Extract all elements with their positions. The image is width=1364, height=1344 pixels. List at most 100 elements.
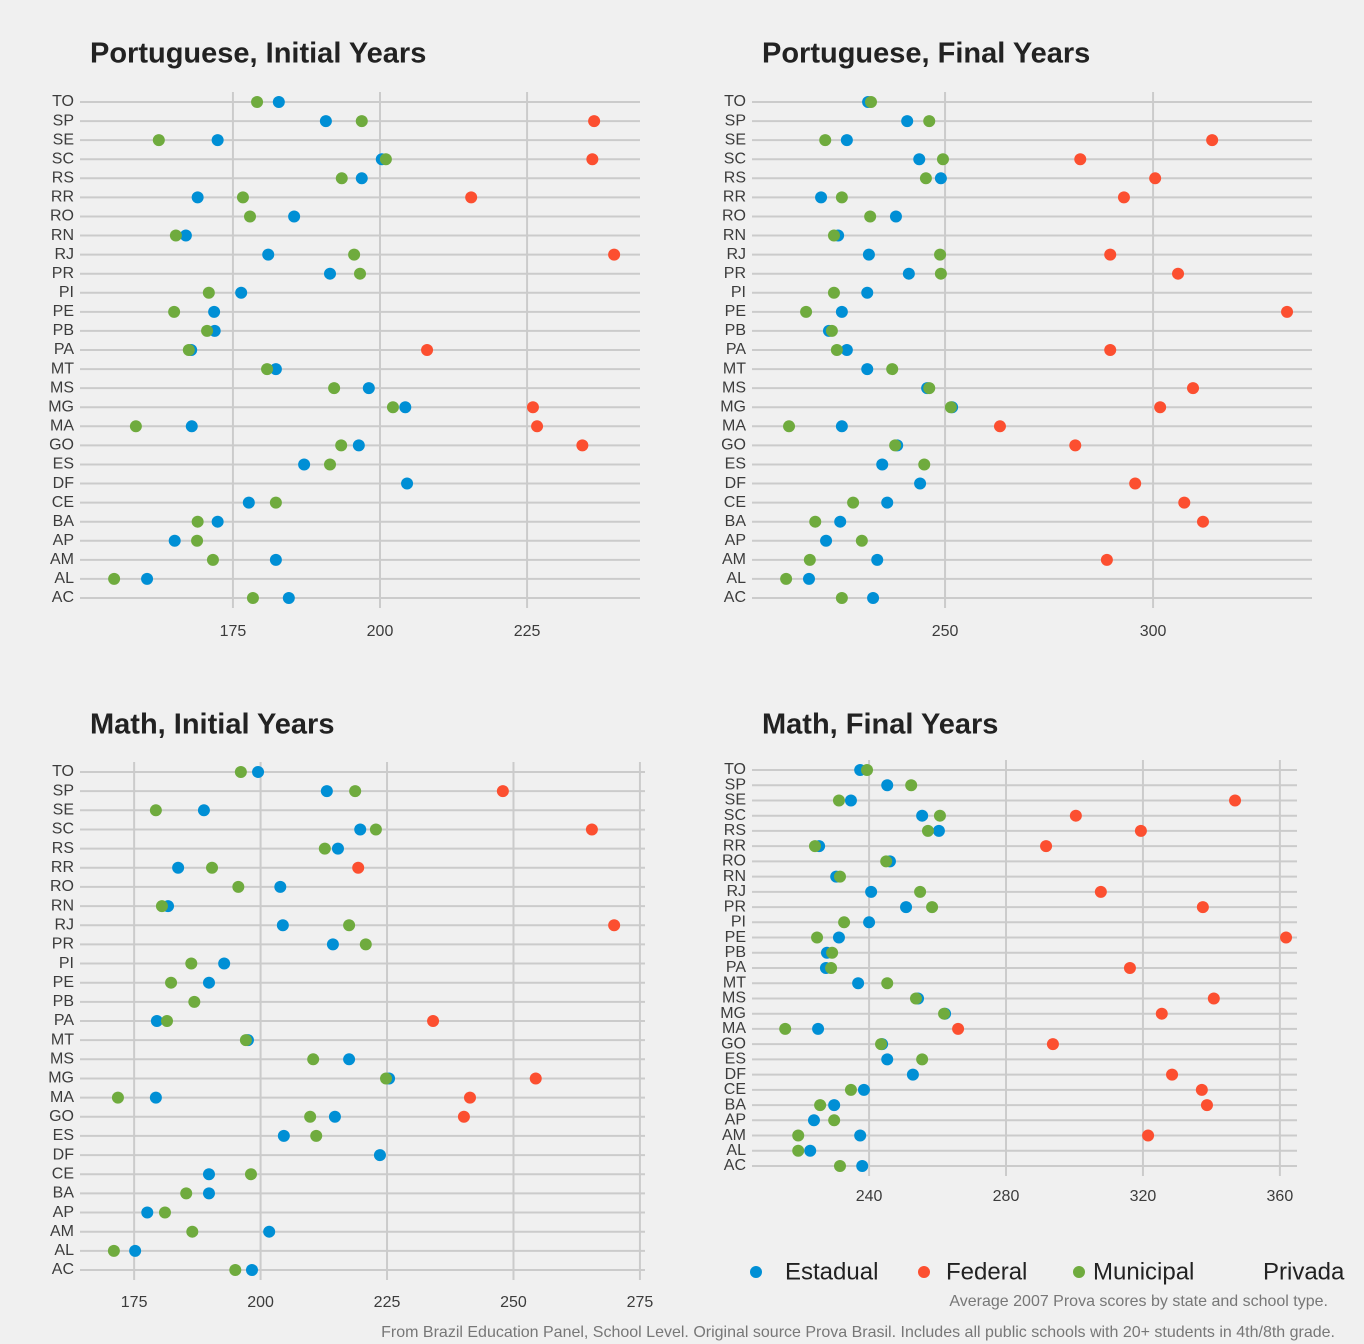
dot (373, 1149, 386, 1162)
dot (129, 420, 142, 433)
category-label: TO (724, 93, 746, 110)
dot (780, 572, 793, 585)
category-label: AC (52, 1261, 74, 1278)
category-label: PR (52, 936, 74, 953)
category-label: RS (724, 822, 746, 839)
category-label: PE (53, 974, 74, 991)
dot (197, 804, 210, 817)
x-tick-label: 320 (1130, 1188, 1157, 1205)
dot (1178, 496, 1191, 509)
dot (206, 861, 219, 874)
panel-title: Portuguese, Final Years (762, 38, 1090, 70)
category-label: MS (722, 379, 746, 396)
dot (802, 572, 815, 585)
dot (1196, 515, 1209, 528)
dot (832, 794, 845, 807)
dot (1134, 824, 1147, 837)
dot (246, 592, 259, 604)
dot (835, 305, 848, 318)
category-label: CE (724, 1081, 746, 1098)
category-label: SP (725, 112, 746, 129)
category-label: ES (725, 456, 746, 473)
dot (864, 96, 877, 108)
dot (934, 248, 947, 261)
dot (923, 115, 936, 128)
dot (251, 96, 264, 108)
dot (1281, 305, 1294, 318)
dot (211, 134, 224, 147)
dot (918, 458, 931, 471)
dot (1166, 1068, 1179, 1081)
dot (804, 1144, 817, 1157)
caption: From Brazil Education Panel, School Leve… (381, 1324, 1335, 1341)
x-tick-label: 175 (121, 1294, 148, 1311)
category-label: DF (725, 1066, 747, 1083)
category-label: MG (48, 1070, 74, 1087)
dot (152, 134, 165, 147)
dot (881, 779, 894, 792)
dot (335, 439, 348, 452)
category-label: PI (731, 284, 746, 301)
dot (916, 809, 929, 822)
category-label: PB (725, 944, 746, 961)
dot (229, 1264, 242, 1276)
dot (779, 1022, 792, 1035)
dot (172, 861, 185, 874)
dot (881, 977, 894, 990)
dot (825, 962, 838, 974)
dot (905, 779, 918, 792)
dot (324, 267, 336, 280)
dot (386, 401, 399, 414)
dot (1280, 931, 1293, 944)
dot (820, 534, 833, 547)
dot (1207, 992, 1220, 1005)
category-label: TO (52, 763, 74, 780)
dot (202, 976, 215, 989)
dot (206, 553, 219, 566)
category-label: SP (53, 112, 74, 129)
dot (923, 382, 936, 395)
dot (1100, 553, 1113, 566)
category-label: ES (53, 1127, 74, 1144)
dot (380, 1072, 393, 1085)
dot (1200, 1099, 1213, 1112)
dot (811, 931, 824, 944)
category-label: ES (725, 1051, 746, 1068)
dot (168, 305, 181, 318)
dot (191, 534, 204, 547)
category-label: PB (53, 322, 74, 339)
dot (812, 1022, 825, 1035)
dot (307, 1053, 320, 1066)
dot (496, 785, 509, 798)
dot (835, 191, 848, 204)
dot (1104, 248, 1117, 261)
dot (245, 1264, 258, 1276)
dot (369, 823, 382, 836)
dot (861, 363, 874, 376)
dot (343, 919, 356, 932)
category-label: RS (724, 170, 746, 187)
dot (304, 1110, 317, 1123)
x-tick-label: 360 (1267, 1188, 1294, 1205)
category-label: MA (722, 418, 746, 435)
dot (108, 572, 121, 585)
dot (808, 840, 821, 853)
dot (141, 572, 154, 585)
dot (830, 344, 843, 356)
category-label: RR (51, 859, 74, 876)
dot (202, 1187, 215, 1200)
legend-swatch (1244, 1266, 1256, 1278)
dot (586, 153, 599, 166)
category-label: PA (54, 341, 74, 358)
dot (352, 439, 365, 452)
dot (840, 344, 853, 356)
dot (354, 823, 367, 836)
category-label: PR (724, 265, 746, 282)
dot (934, 172, 947, 185)
category-label: AM (722, 1127, 746, 1144)
dot (861, 764, 874, 776)
dot (129, 1244, 142, 1257)
dot (916, 1053, 929, 1066)
category-label: MS (50, 1051, 74, 1068)
legend-swatch (918, 1266, 930, 1278)
